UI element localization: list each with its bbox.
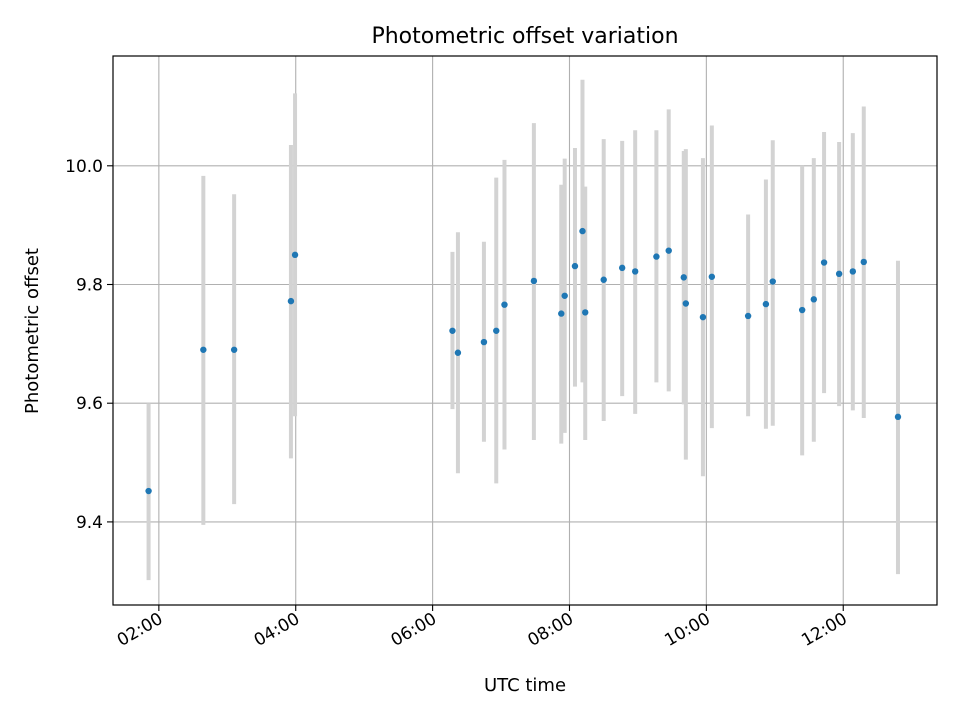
data-point bbox=[530, 277, 538, 285]
data-point bbox=[600, 276, 607, 283]
y-tick-label: 9.4 bbox=[76, 513, 103, 533]
data-point bbox=[582, 309, 589, 316]
data-point bbox=[291, 251, 299, 259]
data-point bbox=[894, 413, 902, 421]
data-point bbox=[200, 346, 207, 353]
data-point bbox=[835, 270, 843, 278]
x-axis-label: UTC time bbox=[484, 675, 566, 696]
chart-title: Photometric offset variation bbox=[371, 24, 678, 49]
data-point bbox=[820, 259, 828, 266]
data-point bbox=[480, 338, 488, 346]
data-point bbox=[744, 312, 752, 320]
plot-frame bbox=[112, 55, 938, 606]
data-point bbox=[230, 346, 238, 353]
data-point bbox=[682, 300, 690, 307]
data-point bbox=[769, 278, 776, 285]
data-point bbox=[631, 268, 639, 275]
y-tick-label: 10.0 bbox=[65, 157, 103, 177]
data-point bbox=[579, 227, 586, 235]
data-point bbox=[762, 300, 770, 308]
data-point bbox=[501, 301, 508, 308]
y-tick-label: 9.8 bbox=[76, 276, 103, 296]
data-point bbox=[287, 297, 295, 305]
data-point bbox=[810, 296, 818, 303]
y-tick-label: 9.6 bbox=[76, 394, 103, 414]
data-point bbox=[454, 349, 462, 356]
data-point bbox=[860, 258, 867, 266]
y-axis-label: Photometric offset bbox=[22, 248, 43, 414]
data-point bbox=[493, 327, 500, 334]
data-point bbox=[653, 253, 660, 260]
data-point bbox=[558, 310, 565, 317]
data-point bbox=[665, 247, 672, 254]
data-point bbox=[699, 313, 707, 321]
y-axis-ticks: 9.4 9.6 9.8 10.0 bbox=[65, 157, 113, 533]
data-point bbox=[618, 264, 626, 272]
data-point bbox=[449, 327, 456, 334]
data-point bbox=[571, 262, 579, 270]
data-point bbox=[145, 487, 152, 495]
data-points bbox=[145, 227, 902, 495]
data-point bbox=[798, 306, 806, 314]
data-point bbox=[849, 268, 857, 275]
data-point bbox=[561, 292, 568, 299]
data-point bbox=[680, 274, 687, 281]
data-point bbox=[708, 273, 716, 280]
